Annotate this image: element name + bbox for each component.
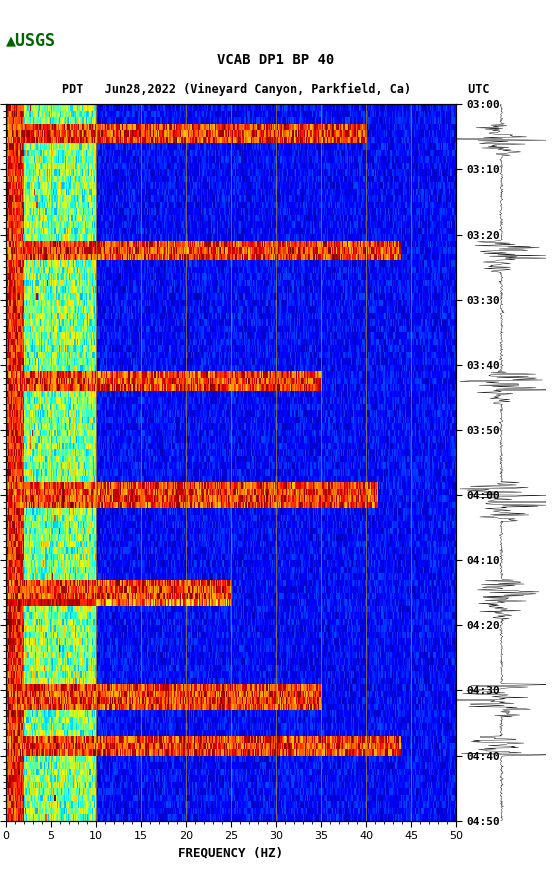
Text: PDT   Jun28,2022 (Vineyard Canyon, Parkfield, Ca)        UTC: PDT Jun28,2022 (Vineyard Canyon, Parkfie… [62,83,490,96]
Text: ▲USGS: ▲USGS [6,31,56,49]
Text: VCAB DP1 BP 40: VCAB DP1 BP 40 [217,53,335,67]
X-axis label: FREQUENCY (HZ): FREQUENCY (HZ) [178,847,283,860]
